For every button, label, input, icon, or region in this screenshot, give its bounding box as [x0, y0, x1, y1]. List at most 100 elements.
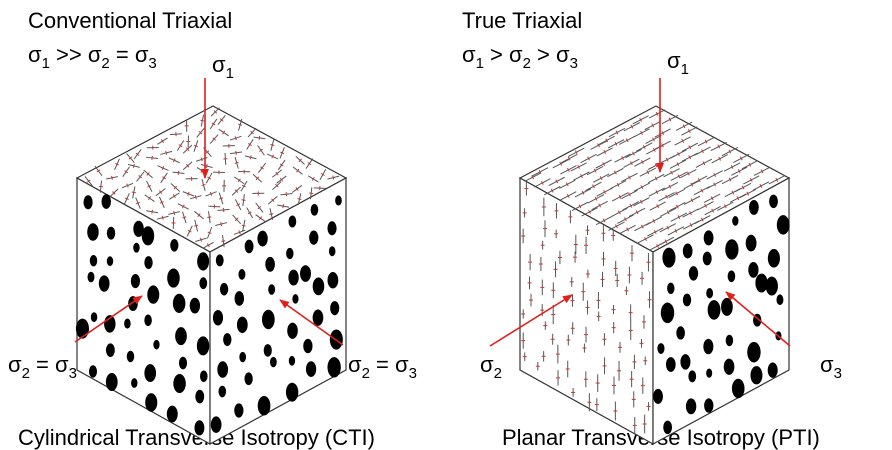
crack-tick: [181, 204, 185, 209]
crack-tick: [728, 149, 732, 154]
pore: [702, 251, 712, 266]
crack-tick: [207, 231, 212, 234]
crack-tick: [614, 170, 617, 175]
crack-tick: [618, 194, 622, 199]
pore: [87, 223, 99, 241]
pore: [106, 226, 116, 240]
crack-tick: [646, 170, 650, 175]
crack-tick: [209, 191, 213, 196]
pore: [126, 350, 135, 363]
pore: [305, 361, 317, 377]
crack-tick: [185, 163, 190, 168]
crack-tick: [687, 171, 690, 176]
crack-tick: [219, 118, 224, 122]
label-part: σ: [820, 352, 834, 377]
label-part: σ: [212, 52, 226, 77]
label-part: = σ: [30, 352, 69, 377]
crack-tick: [219, 197, 224, 200]
crack-tick: [639, 117, 642, 122]
pore: [667, 282, 675, 294]
left-condition: σ1 >> σ2 = σ3: [28, 42, 157, 72]
crack-tick: [280, 151, 285, 155]
pore: [688, 370, 697, 383]
crack-tick: [629, 203, 633, 208]
crack-tick: [593, 168, 597, 173]
pore: [173, 373, 186, 394]
crack-tick: [296, 168, 300, 173]
label-part: σ: [28, 42, 42, 67]
crack-tick: [297, 198, 302, 201]
crack-tick: [710, 196, 714, 201]
crack-tick: [135, 201, 141, 205]
subscript: 3: [69, 365, 77, 382]
stress-arrow: [279, 299, 344, 346]
crack-tick: [173, 210, 176, 216]
pore: [175, 327, 187, 346]
crack-tick: [207, 216, 212, 218]
pore: [767, 248, 780, 268]
pore: [199, 277, 208, 290]
crack-tick: [271, 154, 274, 159]
pore: [747, 341, 761, 363]
crack-tick: [617, 210, 621, 215]
crack-tick: [739, 156, 743, 161]
crack-tick: [759, 184, 763, 189]
crack-tick: [147, 184, 152, 188]
pore: [257, 395, 271, 416]
right-condition: σ1 > σ2 > σ3: [462, 42, 578, 72]
stress-arrow: [489, 294, 573, 347]
crack-tick: [760, 169, 764, 174]
subscript: 2: [494, 365, 502, 382]
pore: [286, 247, 294, 260]
crack-tick: [594, 196, 598, 201]
pore: [218, 385, 227, 398]
pore: [749, 199, 759, 215]
pore: [732, 216, 739, 226]
crack-tick: [320, 173, 325, 176]
crack-tick: [173, 185, 178, 190]
crack-tick: [718, 156, 722, 161]
crack-tick: [574, 150, 578, 155]
crack-tick: [580, 174, 583, 179]
crack-tick: [86, 179, 91, 183]
subscript: 1: [42, 55, 50, 72]
pore: [657, 343, 665, 355]
label-part: σ: [348, 352, 362, 377]
sigma-label: σ2 = σ3: [8, 352, 77, 382]
crack-tick: [567, 156, 571, 161]
subscript: 2: [523, 55, 531, 72]
crack-tick: [598, 203, 602, 208]
crack-tick: [603, 149, 607, 154]
crack-tick: [187, 229, 192, 233]
crack-tick: [656, 244, 659, 249]
pore: [147, 285, 160, 304]
crack-tick: [664, 239, 668, 244]
crack-tick: [260, 166, 264, 170]
pore: [153, 339, 160, 350]
crack-tick: [275, 183, 279, 188]
subscript: 1: [476, 55, 484, 72]
crack-tick: [640, 199, 643, 204]
pore: [262, 309, 275, 330]
crack-tick: [194, 224, 199, 227]
crack-tick: [592, 184, 595, 189]
crack-tick: [661, 143, 664, 148]
crack-tick: [655, 111, 659, 116]
pore: [727, 270, 736, 283]
cube-right-face: [209, 176, 347, 446]
crack-tick: [677, 174, 681, 179]
crack-tick: [247, 142, 252, 146]
crack-tick: [741, 185, 745, 190]
crack-tick: [112, 191, 116, 195]
stress-arrow: [74, 295, 143, 343]
crack-tick: [641, 160, 644, 165]
pore: [145, 393, 158, 412]
crack-tick: [717, 144, 721, 149]
pore: [131, 378, 138, 388]
crack-tick: [704, 139, 708, 144]
crack-tick: [234, 161, 239, 164]
crack-tick: [728, 177, 732, 182]
crack-tick: [124, 197, 129, 201]
crack-tick: [688, 155, 692, 160]
left-title: Conventional Triaxial: [28, 8, 232, 33]
